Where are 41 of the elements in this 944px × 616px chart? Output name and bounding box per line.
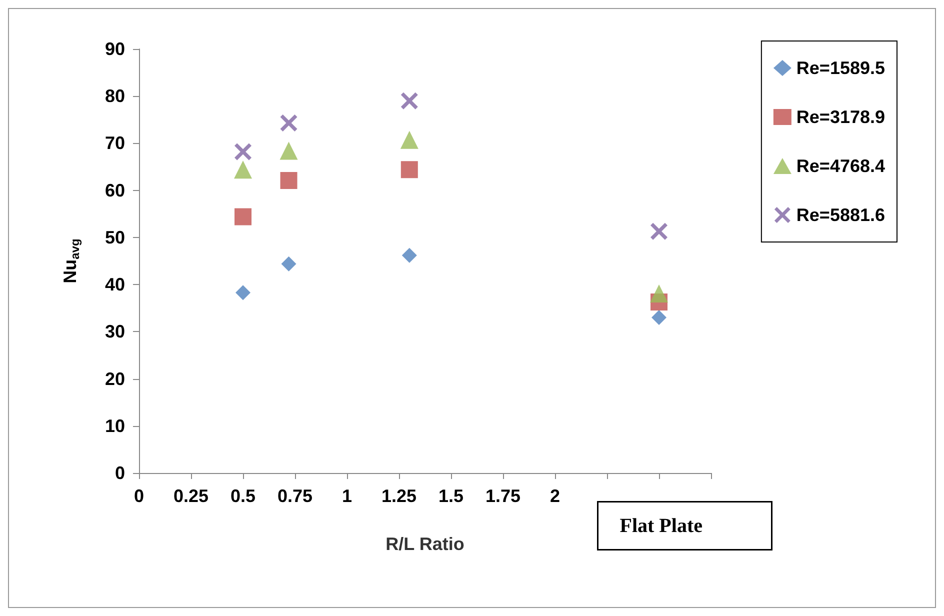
point [400,130,418,149]
point [402,248,417,263]
y-tick-label: 60 [104,180,125,200]
y-tick-label: 30 [104,322,125,342]
y-tick-label: 70 [104,133,125,154]
x-tick-label: 0.75 [277,486,313,506]
point [281,256,296,272]
point [234,160,252,179]
point [400,161,418,178]
y-tick-label: 80 [104,86,125,106]
y-tick-label: 0 [114,463,125,483]
legend-label: Re=5881.6 [796,205,885,225]
point [280,142,298,160]
x-tick-label: 0.25 [173,486,209,506]
point [234,208,252,226]
point [280,172,298,189]
y-tick-label: 40 [104,274,125,295]
legend-label: Re=4768.4 [796,156,885,176]
x-tick-label: 1.75 [485,486,521,506]
x-tick-label: 1.5 [438,486,464,506]
y-tick-label: 20 [104,368,125,389]
y-axis-title: Nuavg [60,238,82,284]
x-tick-label: 1.25 [381,486,417,506]
x-tick-label: 0 [134,486,144,506]
point [236,285,250,300]
legend-label: Re=1589.5 [796,58,885,78]
point [650,222,668,240]
x-axis-title: R/L Ratio [386,534,464,554]
point [650,284,668,303]
point [652,310,666,326]
point [400,92,418,110]
y-tick-label: 50 [104,227,125,248]
legend-label: Re=3178.9 [796,107,885,127]
x-tick-label: 1 [342,486,352,506]
point [234,143,252,160]
point [280,114,298,132]
text: Flat Plate [620,514,703,537]
x-tick-label: 0.5 [230,486,256,506]
y-tick-label: 10 [104,416,125,436]
y-tick-label: 90 [104,39,125,59]
x-tick-label: 2 [550,486,560,506]
